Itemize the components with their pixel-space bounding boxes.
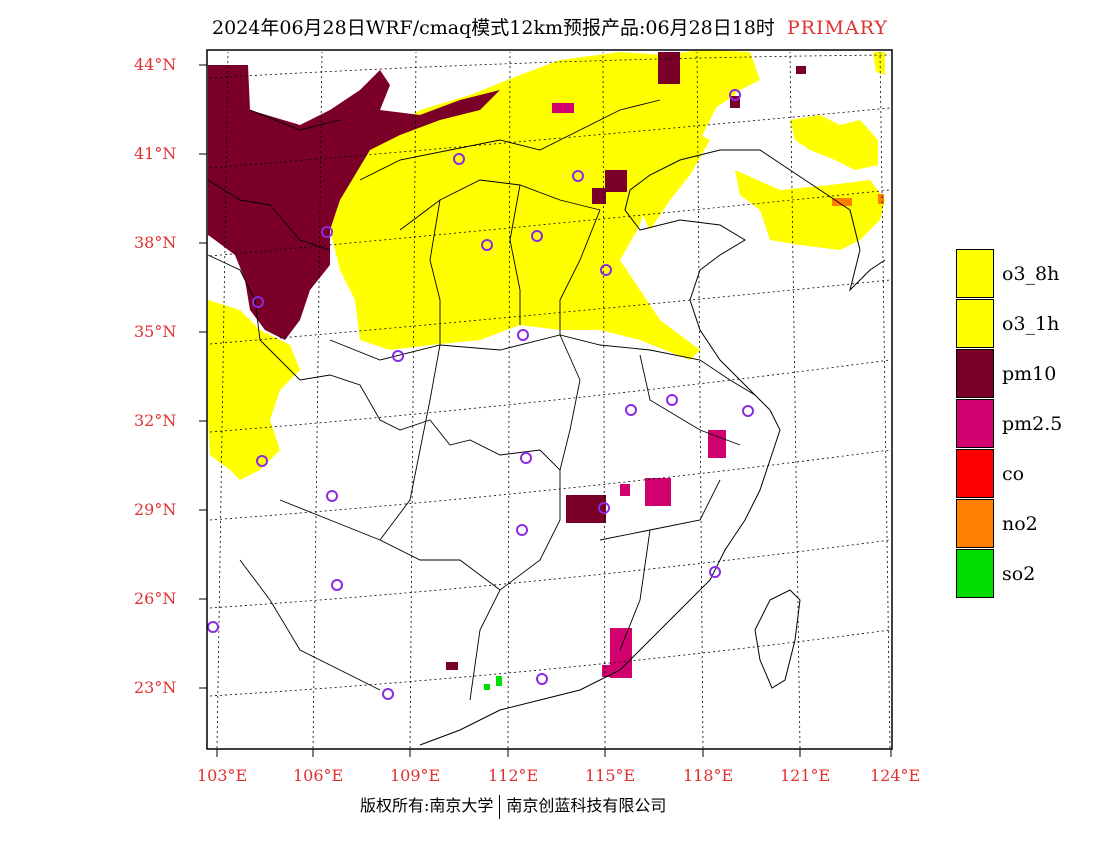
station-marker xyxy=(516,524,528,536)
legend-swatch xyxy=(956,349,994,398)
lon-label: 103°E xyxy=(197,766,248,785)
lat-label: 32°N xyxy=(134,411,177,430)
station-marker xyxy=(625,404,637,416)
coastline xyxy=(419,219,781,746)
pm25-spot xyxy=(620,484,630,496)
lat-label: 26°N xyxy=(134,589,177,608)
station-marker xyxy=(729,89,741,101)
station-marker xyxy=(572,170,584,182)
pm10-spot xyxy=(592,188,606,204)
legend-label: pm10 xyxy=(1002,363,1057,385)
station-marker xyxy=(600,264,612,276)
station-markers xyxy=(207,89,754,700)
legend-swatch xyxy=(956,549,994,598)
map-frame xyxy=(206,49,893,750)
station-marker xyxy=(742,405,754,417)
lat-label: 29°N xyxy=(134,500,177,519)
lon-label: 106°E xyxy=(293,766,344,785)
pm10-spot xyxy=(658,52,680,84)
pm10-region-northwest xyxy=(208,65,500,340)
pm25-spot xyxy=(645,478,671,506)
station-marker xyxy=(481,239,493,251)
lon-label: 112°E xyxy=(488,766,539,785)
lat-label: 44°N xyxy=(134,55,177,74)
station-marker xyxy=(207,621,219,633)
lat-label: 38°N xyxy=(134,233,177,252)
station-marker xyxy=(517,329,529,341)
lat-label: 23°N xyxy=(134,678,177,697)
station-marker xyxy=(256,455,268,467)
legend-label: so2 xyxy=(1002,563,1036,585)
station-marker xyxy=(382,688,394,700)
boundaries xyxy=(207,99,756,701)
title-tag: PRIMARY xyxy=(786,17,888,39)
pm10-spot xyxy=(446,662,458,670)
copyright-right: 南京创蓝科技有限公司 xyxy=(506,796,667,815)
no2-spot xyxy=(832,198,852,206)
o3-region-top-right xyxy=(708,52,750,110)
so2-spot xyxy=(484,684,490,690)
legend-swatch xyxy=(956,499,994,548)
taiwan-outline xyxy=(754,589,801,689)
so2-spot xyxy=(496,676,502,686)
station-marker xyxy=(536,673,548,685)
lon-label: 115°E xyxy=(585,766,636,785)
station-marker xyxy=(252,296,264,308)
o3-region-far-right xyxy=(873,52,885,75)
graticule xyxy=(209,51,891,749)
coastline-korea xyxy=(819,189,886,292)
pm10-spot xyxy=(730,96,740,108)
pm10-spot xyxy=(796,66,806,74)
title-main: 2024年06月28日WRF/cmaq模式12km预报产品:06月28日18时 xyxy=(212,17,775,39)
station-marker xyxy=(331,579,343,591)
o3-region-northeast xyxy=(735,170,885,250)
lon-label: 121°E xyxy=(780,766,831,785)
station-marker xyxy=(453,153,465,165)
station-marker xyxy=(326,490,338,502)
axis-ticks xyxy=(199,64,892,757)
pm25-spot xyxy=(552,103,574,113)
pm10-spot xyxy=(605,170,627,192)
lat-label: 35°N xyxy=(134,322,177,341)
lat-label: 41°N xyxy=(134,144,177,163)
station-marker xyxy=(709,566,721,578)
station-marker xyxy=(531,230,543,242)
o3-region-north xyxy=(330,50,760,360)
o3-region-shanxi-strip xyxy=(640,130,710,230)
legend-swatch xyxy=(956,299,994,348)
lon-label: 118°E xyxy=(683,766,734,785)
legend-label: co xyxy=(1002,463,1025,485)
lon-label: 109°E xyxy=(390,766,441,785)
legend-label: no2 xyxy=(1002,513,1038,535)
lon-label: 124°E xyxy=(870,766,921,785)
legend-label: pm2.5 xyxy=(1002,413,1063,435)
copyright-left: 版权所有:南京大学 xyxy=(360,796,494,815)
coastline-bohai xyxy=(624,149,821,231)
station-marker xyxy=(321,226,333,238)
map-title: 2024年06月28日WRF/cmaq模式12km预报产品:06月28日18时 P… xyxy=(0,13,1100,40)
legend-label: o3_8h xyxy=(1002,263,1060,285)
copyright-footer: 版权所有:南京大学 南京创蓝科技有限公司 xyxy=(360,792,666,819)
legend-label: o3_1h xyxy=(1002,313,1060,335)
pm25-spot xyxy=(708,430,726,458)
o3-region-west xyxy=(208,300,300,480)
o3-region-liaoning xyxy=(790,115,878,170)
legend-swatch xyxy=(956,399,994,448)
legend-swatch xyxy=(956,249,994,298)
legend-swatch xyxy=(956,449,994,498)
station-marker xyxy=(666,394,678,406)
station-marker xyxy=(392,350,404,362)
no2-spot xyxy=(878,194,884,204)
station-marker xyxy=(520,452,532,464)
pollution-overlay xyxy=(208,50,885,690)
footer-divider xyxy=(499,794,501,819)
station-marker xyxy=(598,502,610,514)
